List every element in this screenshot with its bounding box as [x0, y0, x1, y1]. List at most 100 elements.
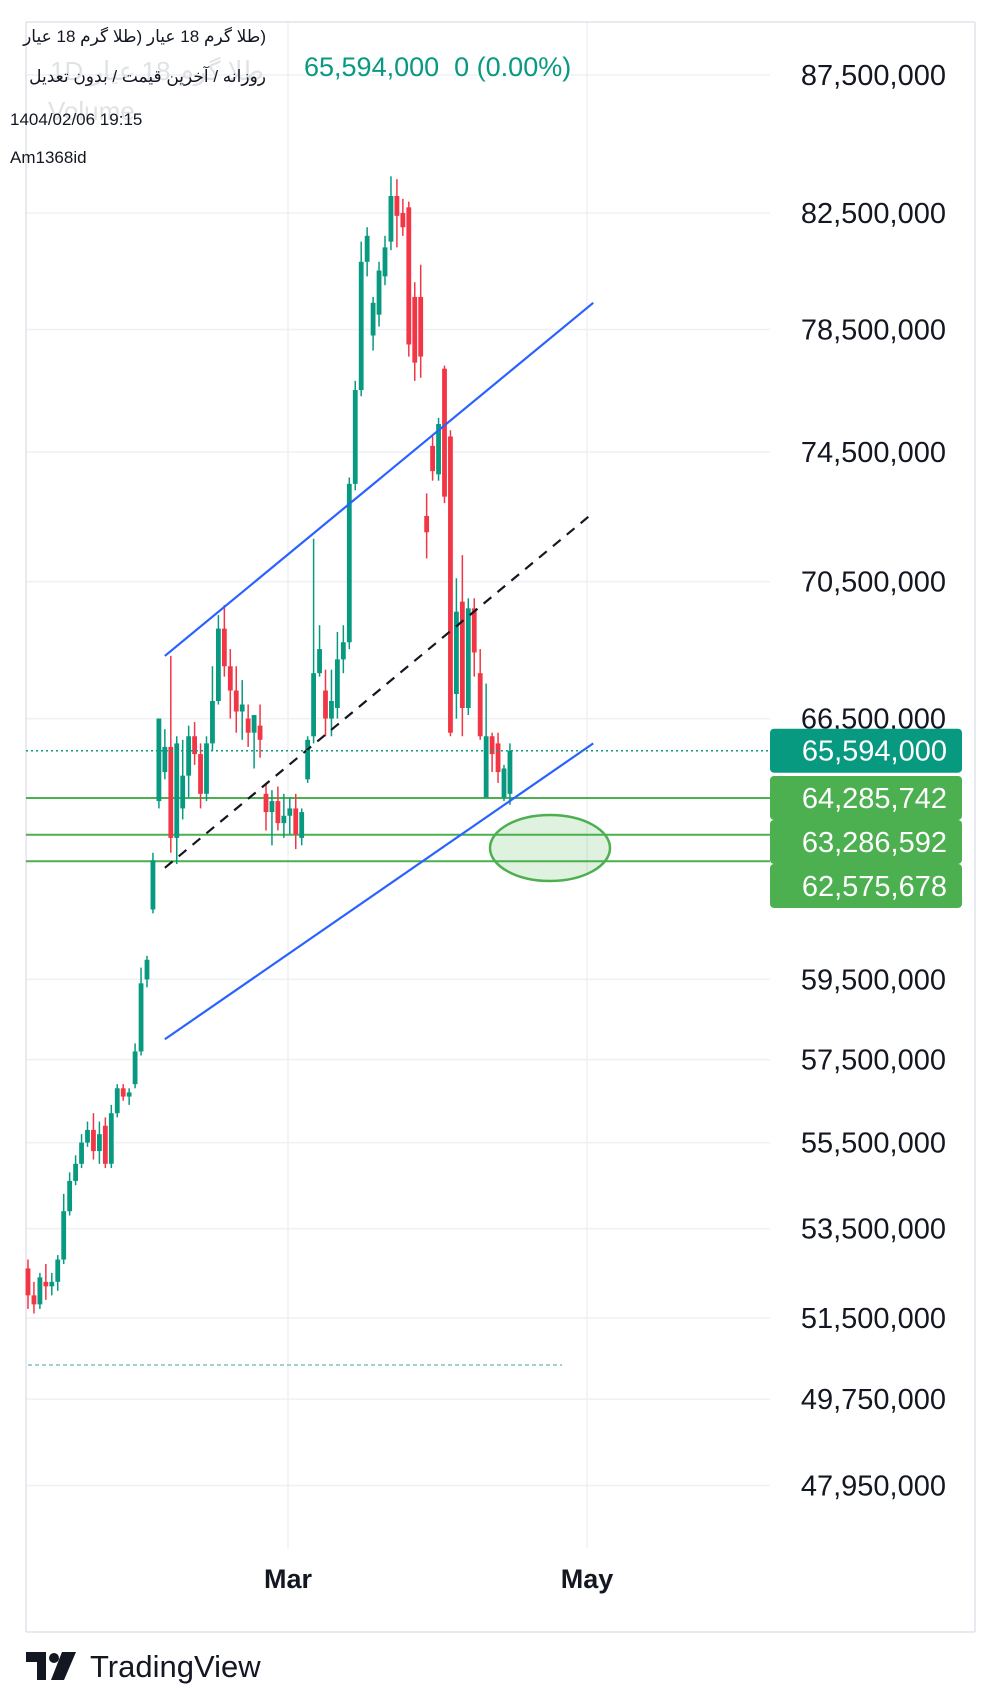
candle[interactable]	[216, 615, 221, 705]
candle-body	[43, 1281, 49, 1287]
candle[interactable]	[186, 725, 192, 798]
candle[interactable]	[299, 808, 305, 846]
candle[interactable]	[138, 967, 144, 1056]
candle[interactable]	[489, 732, 495, 773]
candle[interactable]	[281, 793, 287, 838]
candle[interactable]	[174, 736, 180, 865]
candle-body	[287, 808, 293, 816]
candle[interactable]	[459, 555, 465, 737]
candle[interactable]	[364, 227, 370, 277]
price-axis[interactable]: 87,500,000 82,500,000 78,500,000 74,500,000…	[801, 60, 946, 1502]
candle[interactable]	[91, 1113, 96, 1160]
candle[interactable]	[400, 198, 406, 236]
candle[interactable]	[192, 722, 197, 765]
candle[interactable]	[269, 790, 275, 846]
candle[interactable]	[305, 736, 311, 783]
candle[interactable]	[168, 655, 174, 853]
candle[interactable]	[227, 649, 233, 719]
candle[interactable]	[162, 729, 168, 780]
candle[interactable]	[55, 1255, 61, 1291]
trendline-mid-channel[interactable]	[164, 511, 594, 869]
candle[interactable]	[448, 430, 453, 737]
candle[interactable]	[67, 1172, 73, 1216]
time-axis[interactable]: Mar May	[264, 1564, 613, 1594]
candle-body	[102, 1125, 108, 1164]
candle[interactable]	[382, 235, 388, 286]
candle[interactable]	[329, 669, 334, 737]
candle[interactable]	[323, 669, 328, 737]
candle[interactable]	[180, 739, 186, 820]
candle-body	[477, 673, 483, 737]
candle[interactable]	[340, 625, 346, 674]
candle[interactable]	[144, 955, 150, 988]
candles[interactable]	[25, 176, 513, 1314]
tradingview-logo[interactable]: TradingView	[26, 1647, 261, 1687]
candle[interactable]	[245, 704, 251, 747]
candle[interactable]	[221, 604, 227, 677]
candle[interactable]	[210, 666, 215, 751]
candle[interactable]	[37, 1272, 43, 1309]
candle[interactable]	[418, 264, 424, 378]
candle[interactable]	[317, 625, 322, 677]
candle[interactable]	[239, 680, 245, 740]
price-tick-label: 82,500,000	[801, 198, 946, 230]
candle[interactable]	[454, 578, 459, 719]
candle[interactable]	[436, 417, 441, 481]
candle[interactable]	[275, 786, 281, 831]
candle[interactable]	[120, 1084, 126, 1101]
candle[interactable]	[85, 1121, 90, 1147]
candle[interactable]	[483, 683, 489, 798]
trendline-lower-channel[interactable]	[164, 742, 594, 1041]
candle[interactable]	[150, 852, 156, 914]
candle[interactable]	[442, 365, 447, 504]
candle[interactable]	[73, 1155, 78, 1186]
candle[interactable]	[412, 282, 418, 381]
candle[interactable]	[204, 736, 209, 802]
candle[interactable]	[424, 493, 430, 559]
support-lines[interactable]	[26, 796, 770, 863]
candle[interactable]	[335, 632, 340, 719]
candle[interactable]	[293, 793, 299, 850]
trendline-upper-channel[interactable]	[164, 301, 594, 657]
candle[interactable]	[97, 1121, 102, 1164]
candle-body	[275, 801, 281, 824]
support-zone-ellipse[interactable]	[488, 813, 612, 883]
trendlines[interactable]	[164, 301, 594, 1041]
candle[interactable]	[156, 718, 162, 809]
candle[interactable]	[108, 1104, 114, 1169]
candle[interactable]	[49, 1272, 55, 1296]
candle[interactable]	[198, 743, 203, 809]
candle[interactable]	[346, 477, 352, 650]
candle[interactable]	[388, 176, 394, 251]
candle[interactable]	[495, 732, 501, 783]
candle[interactable]	[352, 380, 358, 491]
candle[interactable]	[31, 1281, 37, 1314]
candle[interactable]	[507, 743, 513, 805]
candle[interactable]	[43, 1263, 49, 1300]
candle-body	[418, 296, 424, 357]
candle[interactable]	[465, 598, 471, 716]
candle[interactable]	[257, 704, 263, 758]
candle[interactable]	[114, 1084, 120, 1118]
candle[interactable]	[263, 782, 269, 831]
candle[interactable]	[287, 797, 293, 835]
candle[interactable]	[61, 1193, 67, 1264]
candle-body	[61, 1211, 67, 1260]
candle[interactable]	[132, 1043, 138, 1089]
candle[interactable]	[376, 261, 382, 327]
candle[interactable]	[25, 1259, 31, 1309]
candle[interactable]	[311, 538, 316, 744]
candle[interactable]	[126, 1088, 132, 1105]
candle[interactable]	[501, 764, 507, 802]
candle[interactable]	[406, 201, 412, 357]
candle[interactable]	[477, 649, 483, 740]
candle[interactable]	[394, 179, 400, 248]
candle[interactable]	[233, 666, 239, 733]
candle[interactable]	[370, 296, 376, 351]
candle[interactable]	[430, 436, 435, 481]
candle[interactable]	[79, 1134, 84, 1169]
candle[interactable]	[102, 1117, 108, 1169]
candle[interactable]	[251, 715, 257, 769]
candle[interactable]	[358, 241, 364, 397]
